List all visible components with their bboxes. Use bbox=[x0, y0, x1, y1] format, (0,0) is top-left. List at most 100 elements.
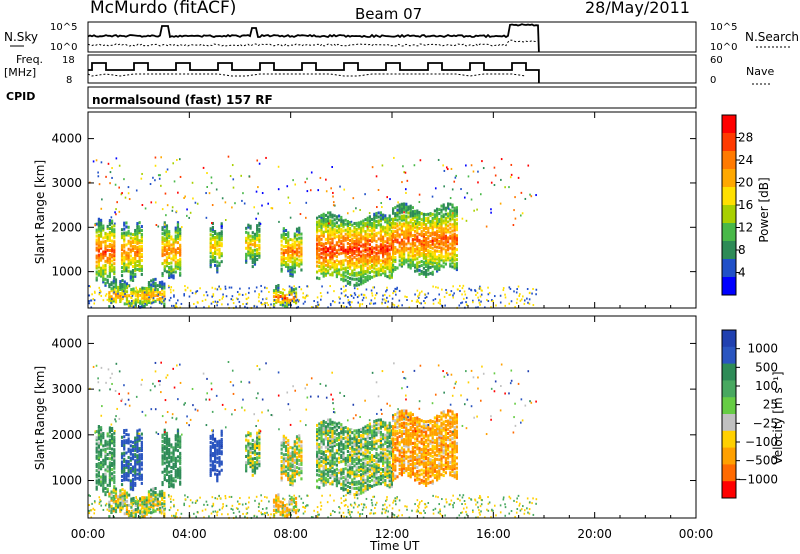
power-echo-cell bbox=[349, 262, 352, 266]
power-echo-cell bbox=[359, 208, 361, 211]
power-echo-cell bbox=[355, 263, 358, 267]
velocity-echo-cell bbox=[346, 460, 349, 464]
power-echo-cell bbox=[105, 175, 107, 178]
velocity-echo-cell bbox=[216, 442, 219, 446]
power-echo-cell bbox=[160, 301, 163, 304]
velocity-echo-cell bbox=[366, 483, 369, 487]
power-echo-cell bbox=[127, 233, 130, 237]
velocity-echo-cell bbox=[131, 467, 135, 471]
power-echo-cell bbox=[108, 283, 111, 287]
power-echo-cell bbox=[353, 233, 356, 237]
velocity-echo-cell bbox=[108, 446, 111, 450]
power-echo-cell bbox=[433, 237, 436, 241]
velocity-echo-cell bbox=[256, 446, 259, 450]
velocity-echo-cell bbox=[176, 469, 180, 473]
power-echo-cell bbox=[100, 218, 103, 222]
power-echo-cell bbox=[417, 300, 420, 303]
power-echo-cell bbox=[462, 284, 465, 287]
power-echo-cell bbox=[179, 243, 182, 247]
velocity-echo-cell bbox=[327, 474, 330, 478]
power-echo-cell bbox=[211, 257, 214, 261]
velocity-echo-cell bbox=[318, 451, 321, 455]
power-echo-cell bbox=[353, 265, 356, 269]
power-echo-cell bbox=[95, 270, 98, 274]
power-echo-cell bbox=[366, 218, 369, 222]
power-echo-cell bbox=[353, 267, 356, 271]
power-echo-cell bbox=[129, 254, 132, 258]
velocity-echo-cell bbox=[298, 444, 301, 448]
power-echo-cell bbox=[134, 298, 137, 302]
power-echo-cell bbox=[433, 243, 436, 247]
power-echo-cell bbox=[453, 236, 456, 240]
velocity-echo-cell bbox=[102, 462, 105, 466]
velocity-echo-cell bbox=[218, 464, 221, 468]
velocity-echo-cell bbox=[280, 441, 283, 445]
power-echo-cell bbox=[114, 294, 118, 298]
power-echo-cell bbox=[371, 294, 374, 297]
power-echo-cell bbox=[322, 248, 325, 252]
velocity-echo-cell bbox=[97, 474, 100, 478]
power-echo-cell bbox=[403, 240, 406, 244]
velocity-echo-cell bbox=[298, 448, 301, 452]
nsky-tick-top: 10^5 bbox=[50, 22, 77, 33]
power-echo-cell bbox=[150, 287, 153, 291]
velocity-echo-cell bbox=[283, 508, 287, 512]
power-echo-cell bbox=[371, 251, 374, 255]
power-echo-cell bbox=[170, 271, 173, 275]
velocity-echo-cell bbox=[129, 481, 132, 485]
velocity-echo-cell bbox=[174, 462, 177, 466]
power-echo-cell bbox=[176, 231, 180, 235]
power-echo-cell bbox=[451, 205, 454, 209]
power-echo-cell bbox=[282, 229, 285, 233]
power-echo-cell bbox=[140, 244, 143, 248]
power-echo-cell bbox=[442, 164, 444, 167]
velocity-echo-cell bbox=[256, 433, 259, 437]
power-echo-cell bbox=[123, 249, 126, 253]
power-echo-cell bbox=[400, 202, 403, 206]
power-echo-cell bbox=[361, 299, 364, 302]
power-echo-cell bbox=[451, 257, 454, 261]
velocity-echo-cell bbox=[346, 470, 349, 474]
power-echo-cell bbox=[335, 267, 338, 271]
power-echo-cell bbox=[256, 228, 259, 232]
velocity-echo-cell bbox=[379, 441, 382, 445]
power-echo-cell bbox=[291, 244, 294, 248]
velocity-echo-cell bbox=[344, 467, 347, 471]
velocity-echo-cell bbox=[379, 420, 382, 424]
power-echo-cell bbox=[249, 224, 252, 228]
velocity-echo-cell bbox=[211, 433, 214, 437]
power-echo-cell bbox=[165, 240, 169, 244]
power-echo-cell bbox=[163, 261, 166, 265]
power-echo-cell bbox=[247, 223, 250, 227]
power-echo-cell bbox=[407, 223, 410, 227]
velocity-echo-cell bbox=[179, 480, 182, 484]
power-echo-cell bbox=[260, 284, 262, 287]
power-echo-cell bbox=[176, 235, 180, 239]
power-echo-cell bbox=[295, 237, 299, 241]
power-echo-cell bbox=[258, 233, 261, 237]
power-echo-cell bbox=[212, 294, 215, 297]
power-echo-cell bbox=[247, 291, 250, 294]
velocity-echo-cell bbox=[331, 472, 334, 476]
power-echo-cell bbox=[280, 257, 283, 261]
velocity-echo-cell bbox=[209, 473, 212, 477]
power-echo-cell bbox=[431, 212, 434, 216]
power-echo-cell bbox=[316, 238, 319, 242]
power-echo-cell bbox=[150, 283, 153, 287]
power-echo-cell bbox=[104, 231, 107, 235]
power-echo-cell bbox=[108, 264, 111, 268]
power-echo-cell bbox=[130, 302, 133, 306]
power-echo-cell bbox=[351, 239, 354, 243]
power-echo-cell bbox=[140, 240, 143, 244]
power-echo-cell bbox=[416, 219, 419, 223]
power-echo-cell bbox=[123, 294, 126, 298]
velocity-echo-cell bbox=[163, 457, 166, 461]
velocity-echo-cell bbox=[104, 458, 107, 462]
power-echo-cell bbox=[422, 250, 425, 254]
power-echo-cell bbox=[287, 249, 290, 253]
velocity-echo-cell bbox=[256, 435, 259, 439]
velocity-echo-cell bbox=[95, 430, 98, 434]
power-echo-cell bbox=[125, 253, 128, 257]
power-echo-cell bbox=[346, 233, 349, 237]
power-echo-cell bbox=[318, 243, 321, 247]
